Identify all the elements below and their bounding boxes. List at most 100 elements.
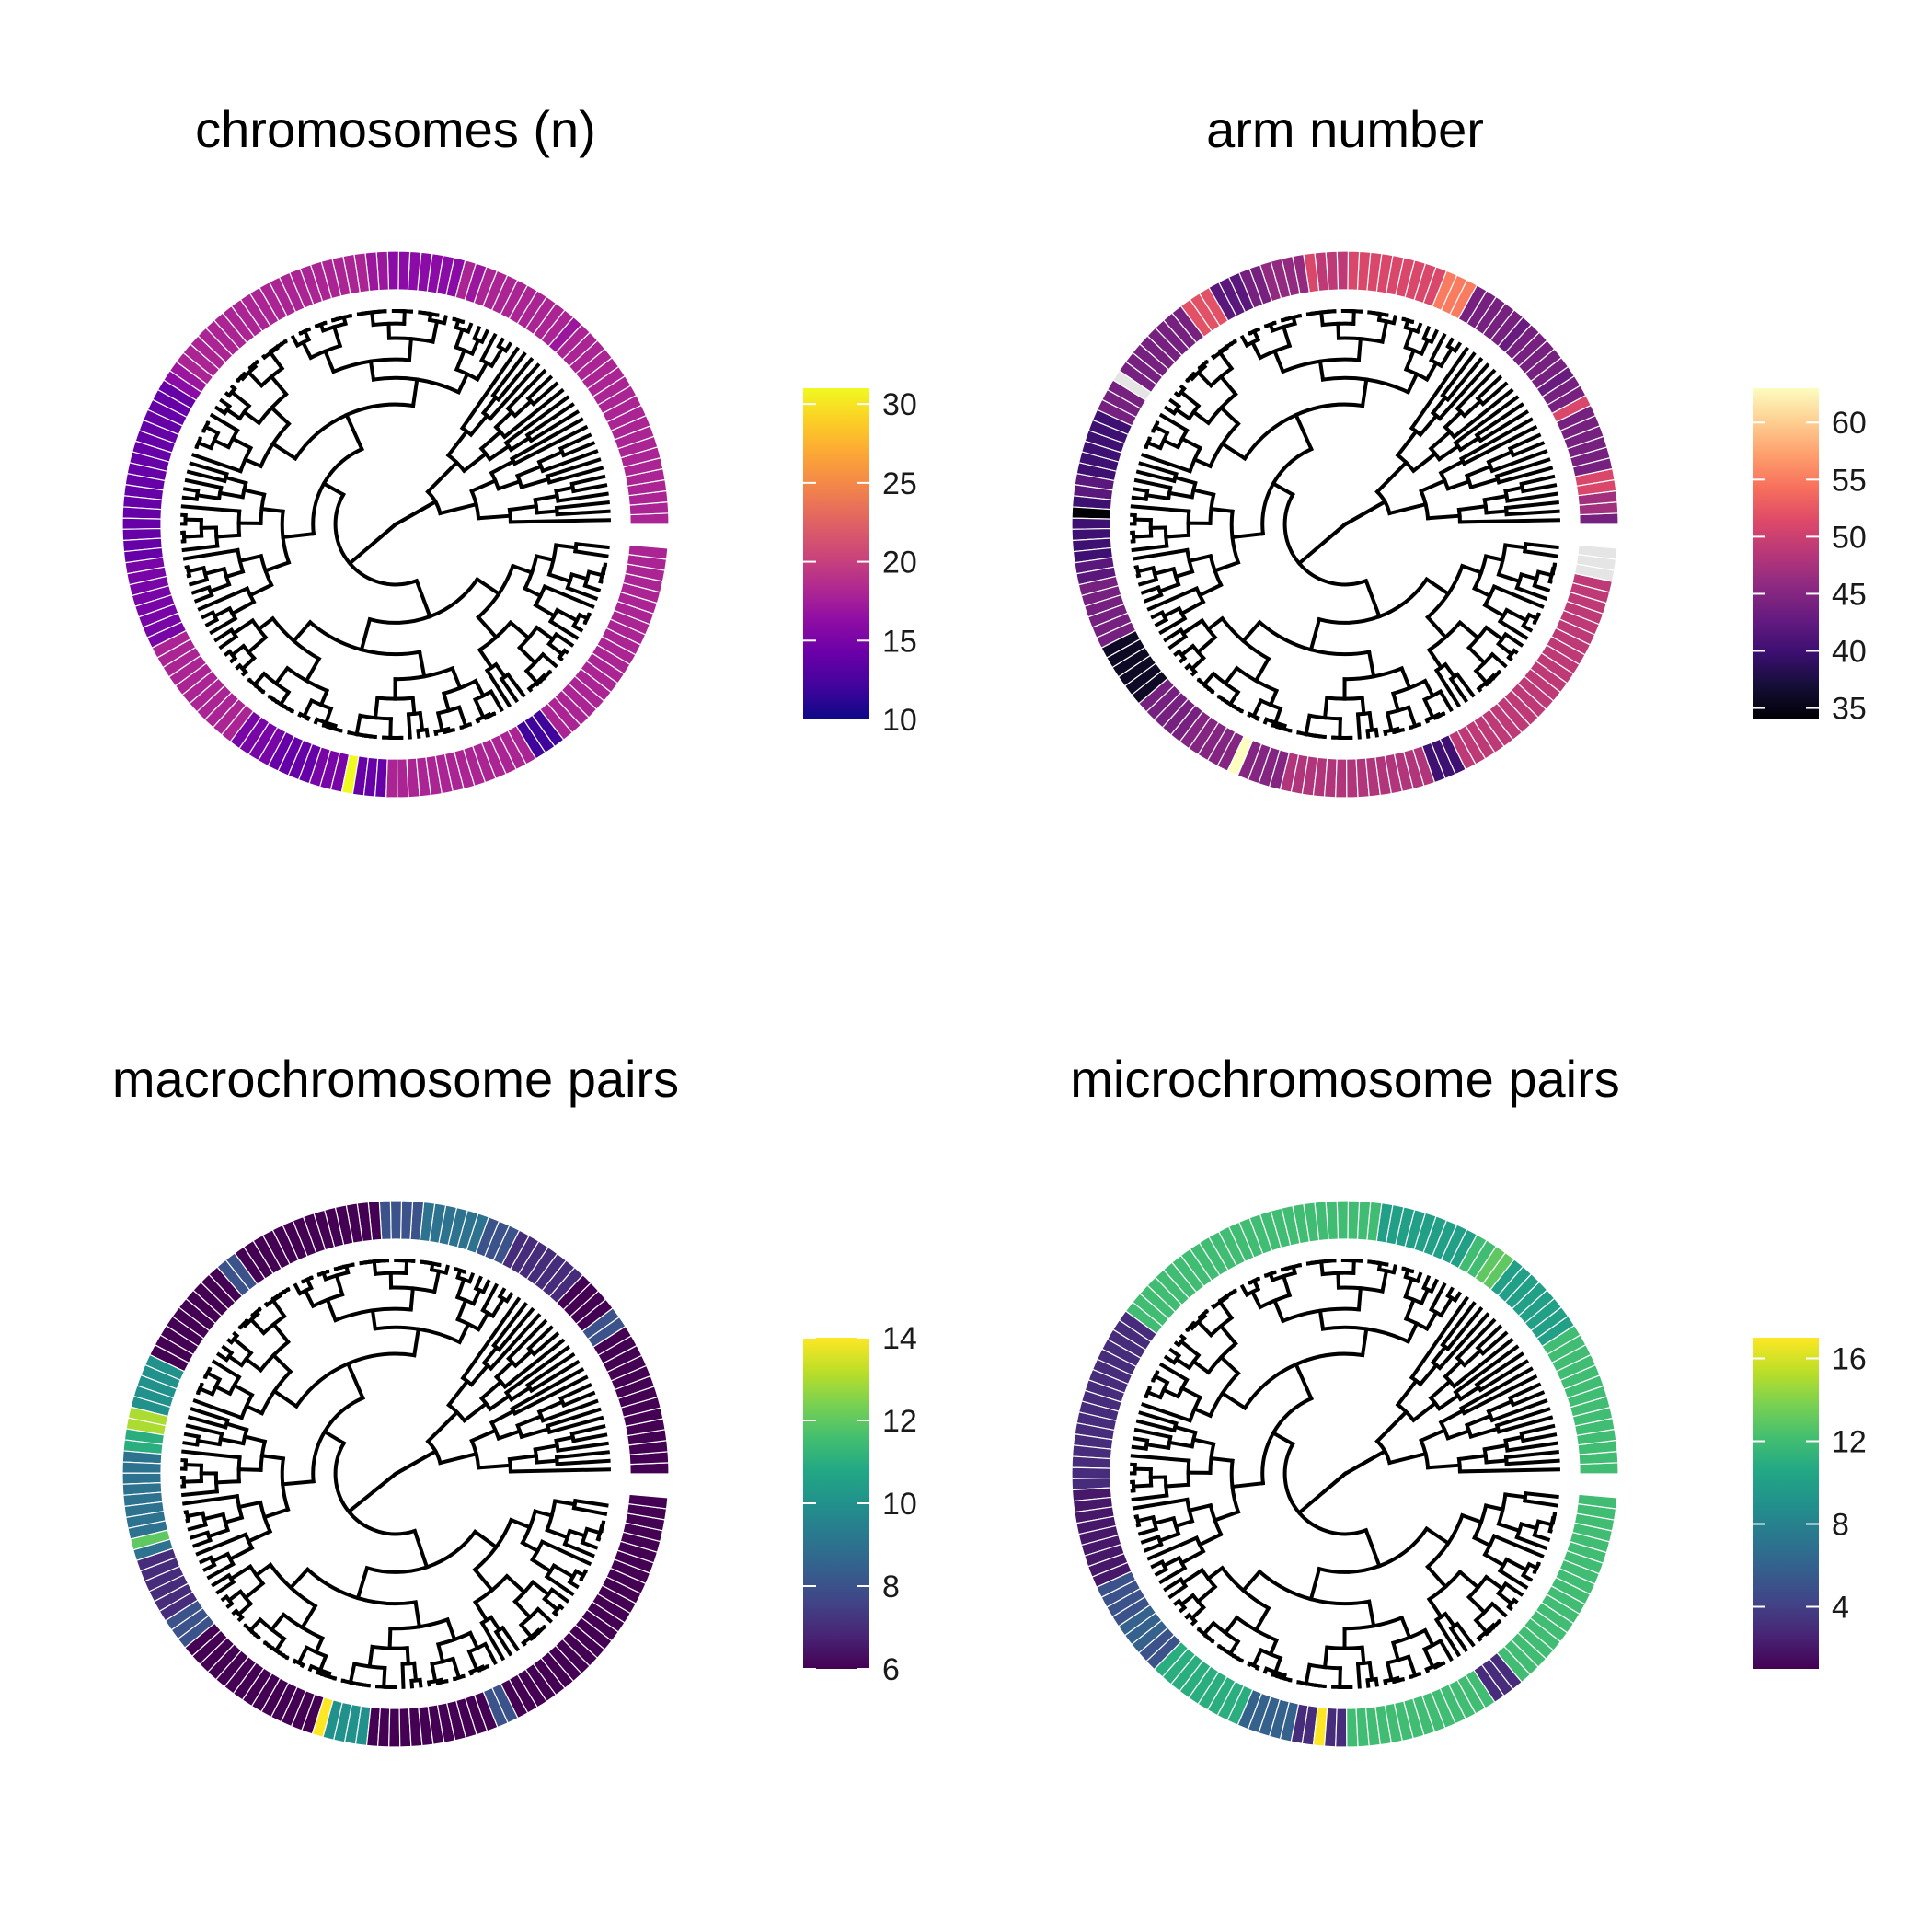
tree-branch xyxy=(1511,441,1546,458)
tree-branch xyxy=(1503,543,1528,550)
tree-branch xyxy=(474,576,501,597)
tree-branch xyxy=(1409,1295,1470,1381)
tree-branch xyxy=(218,634,239,650)
ring-cell xyxy=(1335,758,1348,799)
tree-branch xyxy=(190,1407,230,1423)
colorbar-tick-label: 10 xyxy=(882,703,917,738)
colorbar-tick-label: 20 xyxy=(882,546,917,581)
tree-branch xyxy=(1190,409,1212,426)
tree-branch xyxy=(1448,1626,1469,1653)
tree-branch xyxy=(493,409,514,431)
ring-cell xyxy=(1071,506,1112,520)
tree-branch xyxy=(555,509,611,517)
tree-branch xyxy=(1474,402,1524,438)
tree-branch xyxy=(1419,477,1448,494)
tree-branch xyxy=(1503,1434,1525,1443)
tree-branch xyxy=(411,1327,421,1358)
tree-branch xyxy=(1161,605,1182,619)
tree-branch xyxy=(489,1295,506,1319)
tree-branch xyxy=(1474,1351,1524,1387)
tree-branch xyxy=(1356,337,1363,362)
tree-branch xyxy=(1403,348,1417,373)
tree-branch xyxy=(1158,412,1190,433)
tree-branch xyxy=(476,615,500,640)
tree-branch xyxy=(466,1649,479,1673)
heat-ring xyxy=(1071,250,1619,799)
tree-branch xyxy=(1195,1584,1218,1604)
tree-branch xyxy=(488,362,541,421)
tree-branch xyxy=(512,1598,533,1620)
tree-branch xyxy=(1443,661,1457,680)
tree-branch xyxy=(323,706,334,726)
tree-branch xyxy=(1443,409,1464,431)
tree-branch xyxy=(555,1458,611,1466)
tree-branch xyxy=(192,1537,213,1548)
tree-branch xyxy=(354,713,362,737)
tree-branch xyxy=(1249,1289,1263,1310)
tree-branch xyxy=(569,1424,606,1436)
tree-branch xyxy=(1268,1638,1280,1657)
panel-chromosomes: chromosomes (n) xyxy=(0,0,966,966)
tree-branch xyxy=(197,1386,215,1397)
tree-branch xyxy=(1445,478,1472,491)
tree-branch xyxy=(1133,477,1173,490)
tree-branch xyxy=(1172,1424,1198,1435)
tree-branch xyxy=(493,1359,515,1380)
ring-cell xyxy=(1335,1708,1348,1748)
tree-branch xyxy=(1144,492,1171,501)
tree-branch xyxy=(197,586,250,612)
tree-branch xyxy=(531,381,559,407)
colorbar-gradient xyxy=(803,388,869,719)
chart-title: microchromosome pairs xyxy=(1070,1050,1620,1108)
tree-branch xyxy=(500,1625,521,1652)
colorbar-tick-label: 6 xyxy=(882,1652,900,1687)
tree-branch xyxy=(218,1436,246,1446)
tree-branch xyxy=(586,569,604,578)
tree-branch xyxy=(1438,1638,1454,1662)
tree-branch xyxy=(1445,1428,1472,1441)
tree-branch xyxy=(369,310,375,328)
tree-branch xyxy=(472,696,486,720)
tree-branch xyxy=(1532,1533,1551,1542)
tree-branch xyxy=(476,1463,512,1470)
tree-branch xyxy=(1519,474,1556,487)
tree-branch xyxy=(430,1662,438,1684)
tree-branch xyxy=(490,351,527,398)
tree-branch xyxy=(1218,1323,1238,1347)
tree-branch xyxy=(534,625,556,642)
tree-branch xyxy=(1461,424,1538,466)
tree-branch xyxy=(569,474,606,487)
tree-branch xyxy=(506,1318,548,1362)
tree-branch xyxy=(573,549,609,558)
tree-branch xyxy=(454,327,466,351)
ring-cell xyxy=(121,506,163,520)
tree-branch xyxy=(1475,1324,1503,1351)
tree-branch xyxy=(546,572,572,584)
tree-branch xyxy=(519,477,551,490)
tree-branch xyxy=(192,1398,245,1420)
tree-branch xyxy=(1422,1627,1436,1648)
tree-branch xyxy=(445,429,470,458)
panel-microchromosome-pairs: microchromosome pairs xyxy=(949,949,1915,1915)
tree-branch xyxy=(1437,362,1490,421)
tree-branch xyxy=(187,1415,228,1430)
tree-branch xyxy=(271,1388,300,1409)
colorbar-tick-label: 8 xyxy=(882,1570,900,1604)
tree-branch xyxy=(1478,409,1530,443)
tree-branch xyxy=(546,466,604,485)
tree-branch xyxy=(231,617,256,637)
tree-branch xyxy=(213,1384,233,1397)
tree-branch xyxy=(231,1382,255,1397)
tree-branch xyxy=(1163,1577,1184,1593)
tree-branch xyxy=(1473,1617,1489,1635)
tree-branch xyxy=(1367,710,1374,732)
tree-branch xyxy=(214,533,242,539)
tree-branch xyxy=(1132,1497,1190,1511)
tree-branch xyxy=(1457,435,1482,453)
tree-branch xyxy=(344,412,364,452)
tree-branch xyxy=(270,441,298,462)
tree-branch xyxy=(182,547,240,561)
tree-branch xyxy=(471,1287,483,1306)
tree-branch xyxy=(210,1551,231,1564)
tree-branch xyxy=(1433,1616,1462,1658)
